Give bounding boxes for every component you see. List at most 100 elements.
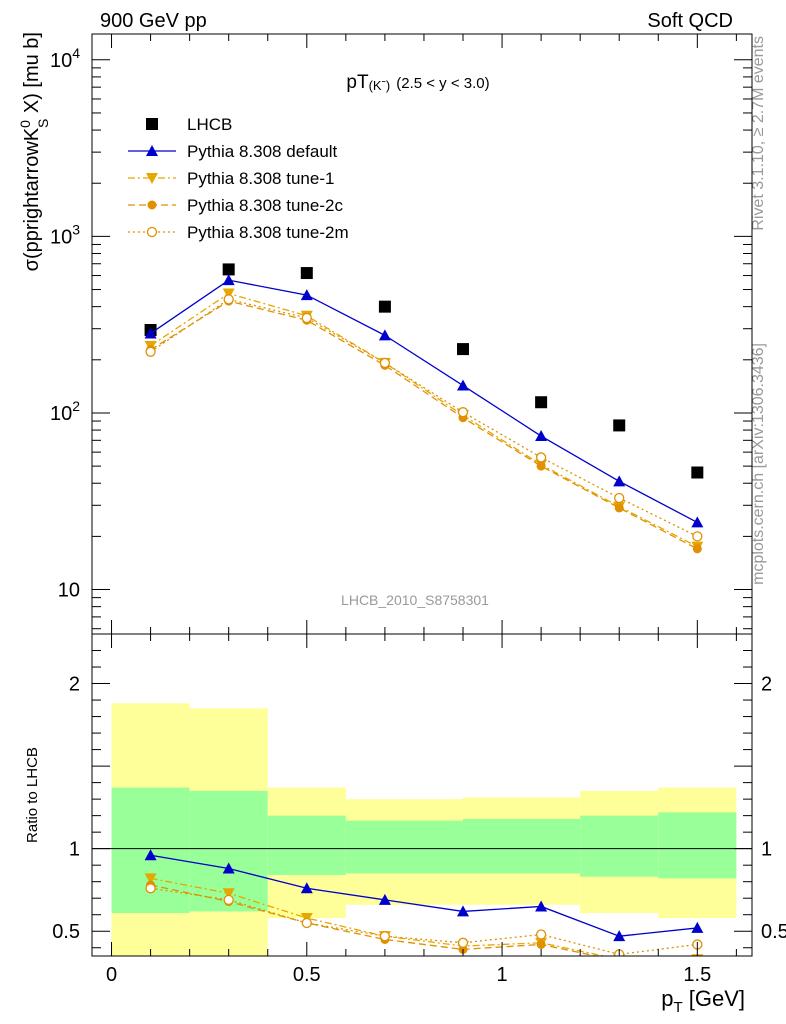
header-right: Soft QCD xyxy=(647,10,733,32)
xlabel-unit: [GeV] xyxy=(683,986,745,1011)
ratio-point-3-2 xyxy=(301,917,312,929)
band-green-2 xyxy=(267,815,346,876)
main-point-1-6 xyxy=(613,475,626,487)
ratio-series-line-1 xyxy=(150,877,607,956)
main-point-0-7 xyxy=(691,466,704,479)
title-range: (2.5 < y < 3.0) xyxy=(396,75,489,92)
ratio-point-0-1 xyxy=(222,862,235,874)
uncertainty-bands xyxy=(111,703,737,956)
ratio-point-0-0 xyxy=(144,849,157,861)
legend-marker-3 xyxy=(147,200,157,210)
main-point-4-4 xyxy=(457,407,469,418)
main-series-line-2 xyxy=(150,292,698,548)
main-point-1-4 xyxy=(457,379,470,391)
main-series-layer xyxy=(144,263,704,554)
main-point-1-0 xyxy=(144,327,157,339)
axis-ticks xyxy=(92,34,752,956)
main-ytick-label-3: 104 xyxy=(50,45,80,72)
ylabel-sup: 0 xyxy=(17,120,33,128)
main-point-0-4 xyxy=(457,343,470,356)
mcplots-label: mcplots.cern.ch [arXiv:1306.3436] xyxy=(750,343,767,585)
main-point-4-6 xyxy=(614,492,625,504)
legend-marker-0 xyxy=(146,118,158,130)
main-point-0-3 xyxy=(378,300,391,313)
legend-entry-3: Pythia 8.308 tune-2c xyxy=(128,196,343,215)
main-series-line-4 xyxy=(150,298,698,537)
main-y-axis-label: σ(pprightarrowK0 S X) [mu b] xyxy=(17,32,51,271)
x-axis-label: pT [GeV] xyxy=(661,986,745,1016)
ratio-y-axis-label: Ratio to LHCB xyxy=(24,747,41,843)
analysis-watermark: LHCB_2010_S8758301 xyxy=(341,592,489,608)
ratio-ytick-label-left-2: 2 xyxy=(69,674,80,696)
ratio-frame xyxy=(91,633,753,957)
ratio-series-line-2 xyxy=(150,884,599,956)
legend-entry-0: LHCB xyxy=(146,115,232,134)
ratio-ytick-label-right-1: 1 xyxy=(761,839,772,861)
main-point-4-3 xyxy=(379,357,391,369)
main-series-line-1 xyxy=(150,279,698,523)
legend-label-3: Pythia 8.308 tune-2c xyxy=(187,196,343,215)
legend-label-1: Pythia 8.308 default xyxy=(187,142,338,161)
main-point-3-6 xyxy=(614,503,624,513)
main-point-1-1 xyxy=(222,274,235,286)
legend-label-0: LHCB xyxy=(187,115,232,134)
main-point-4-1 xyxy=(223,294,234,305)
xtick-label-0: 0 xyxy=(106,964,117,986)
ratio-point-0-7 xyxy=(691,921,704,933)
ratio-point-0-4 xyxy=(457,905,470,917)
ylabel-sub: S xyxy=(35,119,51,128)
legend-marker-4 xyxy=(146,226,158,238)
main-point-4-2 xyxy=(301,312,312,324)
xtick-label-3: 1.5 xyxy=(683,964,711,986)
legend-label-4: Pythia 8.308 tune-2m xyxy=(187,223,349,242)
legend-label-2: Pythia 8.308 tune-1 xyxy=(187,169,334,188)
legend-entry-1: Pythia 8.308 default xyxy=(128,142,338,161)
ylabel-main: σ(pprightarrowK xyxy=(21,127,43,271)
ratio-point-0-2 xyxy=(300,882,313,894)
ratio-point-1-0 xyxy=(144,873,157,885)
ratio-ytick-label-left-1: 1 xyxy=(69,839,80,861)
ratio-point-3-4 xyxy=(457,937,469,948)
main-point-0-2 xyxy=(300,267,313,280)
main-ytick-label-1: 102 xyxy=(50,398,80,425)
band-green-6 xyxy=(658,812,737,879)
ratio-series-layer xyxy=(144,849,704,965)
main-point-0-6 xyxy=(613,419,626,432)
title-sub: (Kˉ) xyxy=(369,78,391,93)
title-main: pT xyxy=(346,72,369,93)
main-y-tick-labels: 10 102 103 104 xyxy=(50,45,80,602)
main-point-1-3 xyxy=(378,329,391,341)
band-green-3 xyxy=(345,820,464,874)
main-point-2-1 xyxy=(222,288,235,300)
main-point-0-1 xyxy=(222,263,235,276)
main-point-1-2 xyxy=(300,289,313,301)
ratio-point-1-1 xyxy=(222,888,235,900)
ratio-ytick-label-left-0: 0.5 xyxy=(52,921,80,943)
main-point-1-7 xyxy=(691,516,704,528)
xlabel-sub: T xyxy=(673,999,682,1016)
ratio-point-0-5 xyxy=(535,900,548,912)
ylabel-tail: X) [mu b] xyxy=(21,32,43,119)
band-green-5 xyxy=(580,815,659,877)
legend-entry-2: Pythia 8.308 tune-1 xyxy=(128,169,334,188)
band-green-4 xyxy=(463,818,581,874)
main-point-4-7 xyxy=(692,531,703,542)
chart-title: pT(Kˉ) (2.5 < y < 3.0) xyxy=(346,72,489,93)
ratio-point-3-5 xyxy=(535,929,547,940)
ratio-point-0-3 xyxy=(378,893,391,905)
rivet-label: Rivet 3.1.10, ≥ 2.7M events xyxy=(750,36,767,231)
xlabel-main: p xyxy=(661,986,673,1011)
ratio-y-tick-labels: 0.5 0.5 1 1 2 2 xyxy=(52,674,786,944)
ratio-point-0-6 xyxy=(613,930,626,942)
ratio-point-2-6 xyxy=(615,956,624,965)
ratio-series-line-0 xyxy=(150,854,698,937)
main-point-4-0 xyxy=(145,346,156,357)
main-point-0-5 xyxy=(535,396,548,409)
ratio-ytick-label-right-2: 2 xyxy=(761,674,772,696)
main-point-1-5 xyxy=(535,430,548,442)
legend-entry-4: Pythia 8.308 tune-2m xyxy=(128,223,349,242)
main-point-4-5 xyxy=(535,452,547,463)
main-series-1 xyxy=(144,274,704,528)
main-point-3-5 xyxy=(536,461,546,471)
